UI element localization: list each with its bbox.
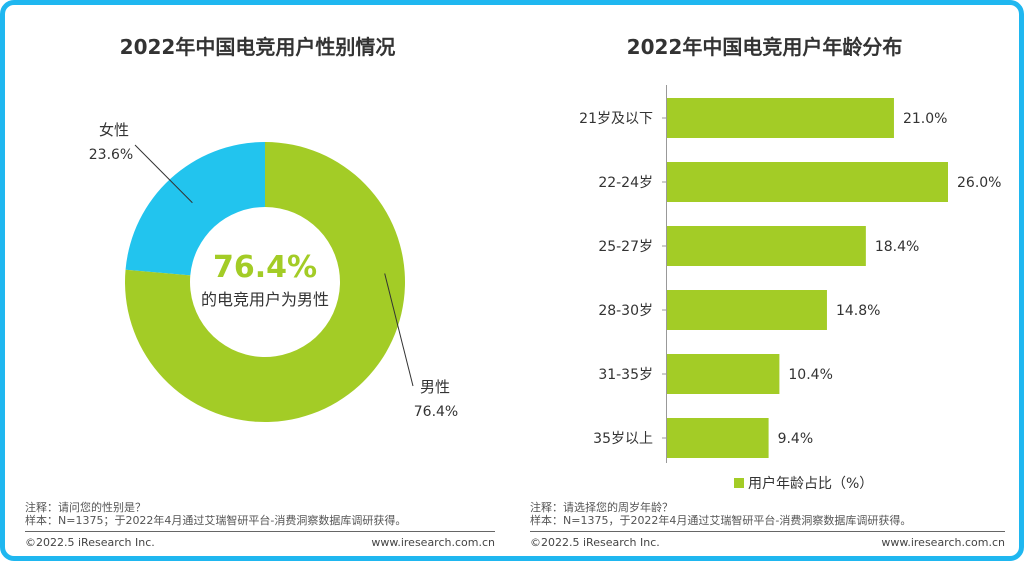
age-category-label: 28-30岁 bbox=[598, 303, 653, 319]
legend-swatch bbox=[734, 478, 744, 488]
age-bar bbox=[667, 98, 894, 138]
age-category-label: 25-27岁 bbox=[598, 239, 653, 255]
gender-website: www.iresearch.com.cn bbox=[371, 536, 495, 549]
age-category-label: 35岁以上 bbox=[593, 431, 653, 447]
age-panel: 2022年中国电竞用户年龄分布 21岁及以下 21.0% 22-24岁 26.0% 25… bbox=[510, 5, 1019, 556]
gender-copyright: ©2022.5 iResearch Inc. bbox=[25, 536, 155, 549]
donut-slice-female bbox=[125, 142, 266, 276]
gender-donut-chart: 女性 23.6% 男性 76.4% 76.4% 的电竞用户为男性 bbox=[89, 121, 458, 422]
legend-label: 用户年龄占比（%） bbox=[748, 475, 873, 492]
donut-center-value: 76.4% bbox=[213, 250, 317, 285]
female-leader-line bbox=[134, 144, 193, 204]
age-category-label: 21岁及以下 bbox=[579, 111, 653, 127]
age-website: www.iresearch.com.cn bbox=[881, 536, 1005, 549]
male-leader-line bbox=[384, 273, 414, 387]
male-label: 男性 bbox=[420, 378, 450, 396]
age-bar bbox=[667, 418, 769, 458]
age-value-label: 21.0% bbox=[903, 111, 947, 127]
female-label: 女性 bbox=[99, 121, 129, 139]
female-value-label: 23.6% bbox=[89, 147, 133, 163]
donut-slice-male bbox=[125, 142, 405, 422]
age-footer-divider bbox=[530, 531, 1005, 532]
age-value-label: 18.4% bbox=[875, 239, 919, 255]
gender-footer-divider bbox=[25, 531, 495, 532]
age-note-sample: 样本：N=1375，于2022年4月通过艾瑞智研平台-消费洞察数据库调研获得。 bbox=[530, 514, 912, 527]
age-value-label: 10.4% bbox=[788, 367, 832, 383]
gender-panel: 2022年中国电竞用户性别情况 女性 23.6% 男性 76.4% 76.4% 的电竞用户… bbox=[5, 5, 510, 556]
donut-center-text: 的电竞用户为男性 bbox=[201, 290, 329, 309]
age-copyright: ©2022.5 iResearch Inc. bbox=[530, 536, 660, 549]
age-notes: 注释：请选择您的周岁年龄？ 样本：N=1375，于2022年4月通过艾瑞智研平台… bbox=[530, 501, 911, 527]
gender-notes: 注释：请问您的性别是？ 样本：N=1375；于2022年4月通过艾瑞智研平台-消… bbox=[25, 501, 406, 527]
age-bar-chart: 21岁及以下 21.0% 22-24岁 26.0% 25-27岁 18.4% 28-30岁 1… bbox=[579, 85, 1001, 492]
age-value-label: 14.8% bbox=[836, 303, 880, 319]
age-chart-title: 2022年中国电竞用户年龄分布 bbox=[626, 35, 903, 59]
age-bar bbox=[667, 226, 866, 266]
age-note-question: 注释：请选择您的周岁年龄？ bbox=[530, 501, 673, 514]
age-category-label: 22-24岁 bbox=[598, 175, 653, 191]
age-bar bbox=[667, 162, 948, 202]
gender-chart-title: 2022年中国电竞用户性别情况 bbox=[119, 35, 396, 59]
age-value-label: 9.4% bbox=[778, 431, 814, 447]
gender-note-question: 注释：请问您的性别是？ bbox=[25, 501, 146, 514]
age-category-label: 31-35岁 bbox=[598, 367, 653, 383]
age-bar bbox=[667, 354, 780, 394]
age-bar bbox=[667, 290, 827, 330]
gender-note-sample: 样本：N=1375；于2022年4月通过艾瑞智研平台-消费洞察数据库调研获得。 bbox=[25, 514, 407, 527]
male-value-label: 76.4% bbox=[414, 404, 458, 420]
age-value-label: 26.0% bbox=[957, 175, 1001, 191]
